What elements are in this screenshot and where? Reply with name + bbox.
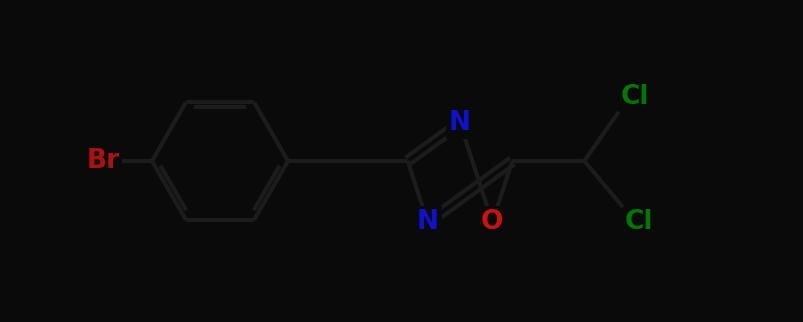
Text: Cl: Cl — [624, 209, 653, 235]
Text: Br: Br — [87, 148, 120, 174]
Text: O: O — [480, 210, 503, 235]
Text: N: N — [416, 210, 438, 235]
Text: Cl: Cl — [620, 84, 648, 110]
Text: N: N — [448, 110, 471, 136]
